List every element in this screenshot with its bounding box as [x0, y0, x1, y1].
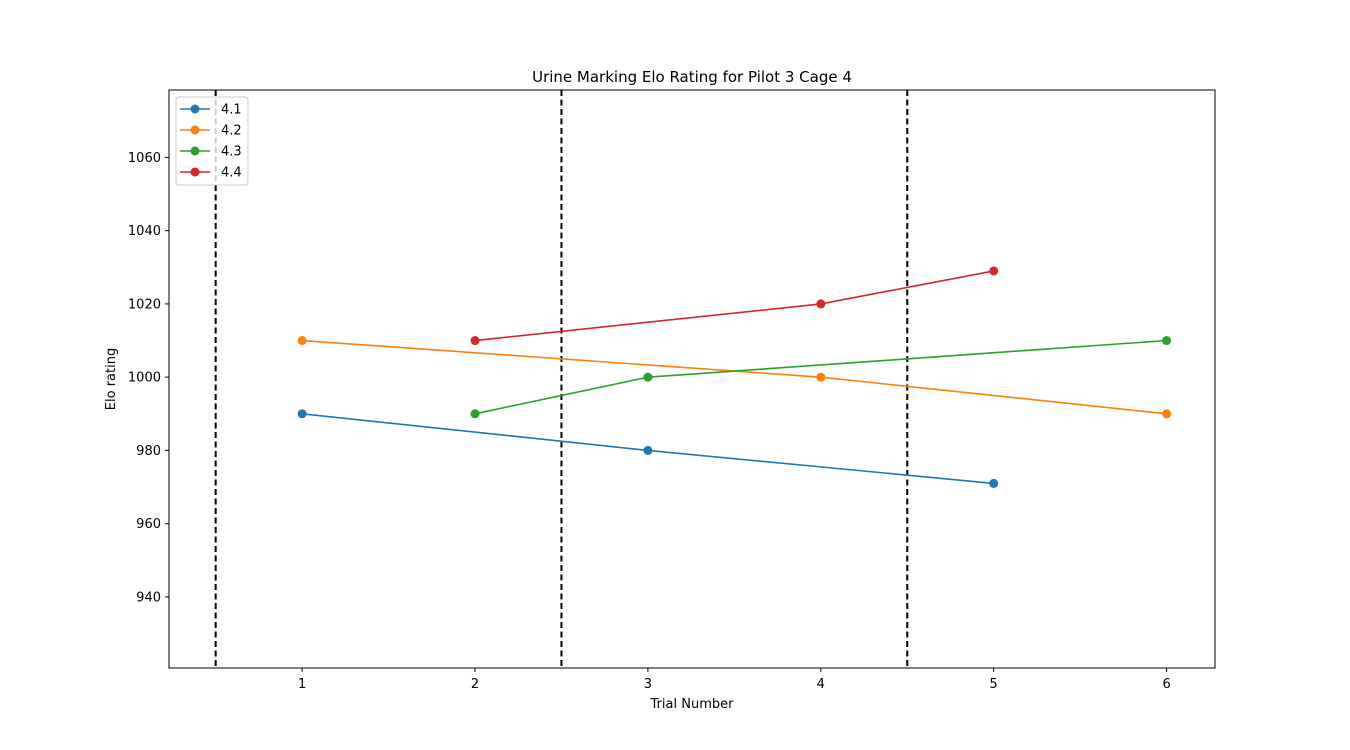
y-tick-label: 1020 [128, 297, 161, 312]
series-4-4 [470, 266, 999, 346]
y-tick-label: 1060 [128, 151, 161, 166]
data-point [297, 409, 307, 419]
series-line [302, 339, 1167, 415]
legend-item: 4.2 [180, 124, 242, 139]
series-4-1 [297, 409, 999, 488]
data-point [1162, 336, 1172, 346]
x-axis-label: Trial Number [650, 697, 735, 712]
data-point [816, 372, 826, 382]
data-point [989, 266, 999, 276]
data-point [643, 445, 653, 455]
y-axis-label: Elo rating [104, 348, 119, 410]
y-tick-label: 940 [136, 590, 161, 605]
plot-area: 1 2 3 4 5 6 940 960 980 1000 1020 1040 1060 [128, 89, 1216, 692]
data-point [816, 299, 826, 309]
y-tick-label: 980 [136, 444, 161, 459]
data-point [470, 336, 480, 346]
series-line [474, 270, 994, 342]
legend-marker [190, 104, 200, 114]
series-4-3 [470, 336, 1172, 419]
legend-label: 4.1 [221, 103, 242, 118]
chart-title: Urine Marking Elo Rating for Pilot 3 Cag… [532, 68, 852, 86]
data-point [1162, 409, 1172, 419]
y-tick-label: 960 [136, 517, 161, 532]
x-tick-label: 5 [990, 677, 998, 692]
legend-label: 4.4 [221, 166, 242, 181]
legend: 4.1 4.2 4.3 4.4 [175, 96, 249, 186]
x-tick-label: 2 [471, 677, 479, 692]
x-tick-label: 1 [298, 677, 306, 692]
data-point [989, 478, 999, 488]
x-tick-label: 4 [817, 677, 825, 692]
x-tick-label: 6 [1162, 677, 1170, 692]
legend-item: 4.1 [180, 103, 242, 118]
legend-item: 4.3 [180, 145, 242, 160]
data-point [470, 409, 480, 419]
data-point [643, 372, 653, 382]
data-point [297, 336, 307, 346]
legend-marker [190, 167, 200, 177]
y-tick-label: 1000 [128, 371, 161, 386]
legend-box [175, 96, 249, 186]
x-tick-label: 3 [644, 677, 652, 692]
y-tick-label: 1040 [128, 224, 161, 239]
axes-frame [168, 89, 1216, 669]
legend-label: 4.2 [221, 124, 242, 139]
legend-marker [190, 125, 200, 135]
legend-label: 4.3 [221, 145, 242, 160]
legend-item: 4.4 [180, 166, 242, 181]
series-4-2 [297, 336, 1172, 419]
legend-marker [190, 146, 200, 156]
